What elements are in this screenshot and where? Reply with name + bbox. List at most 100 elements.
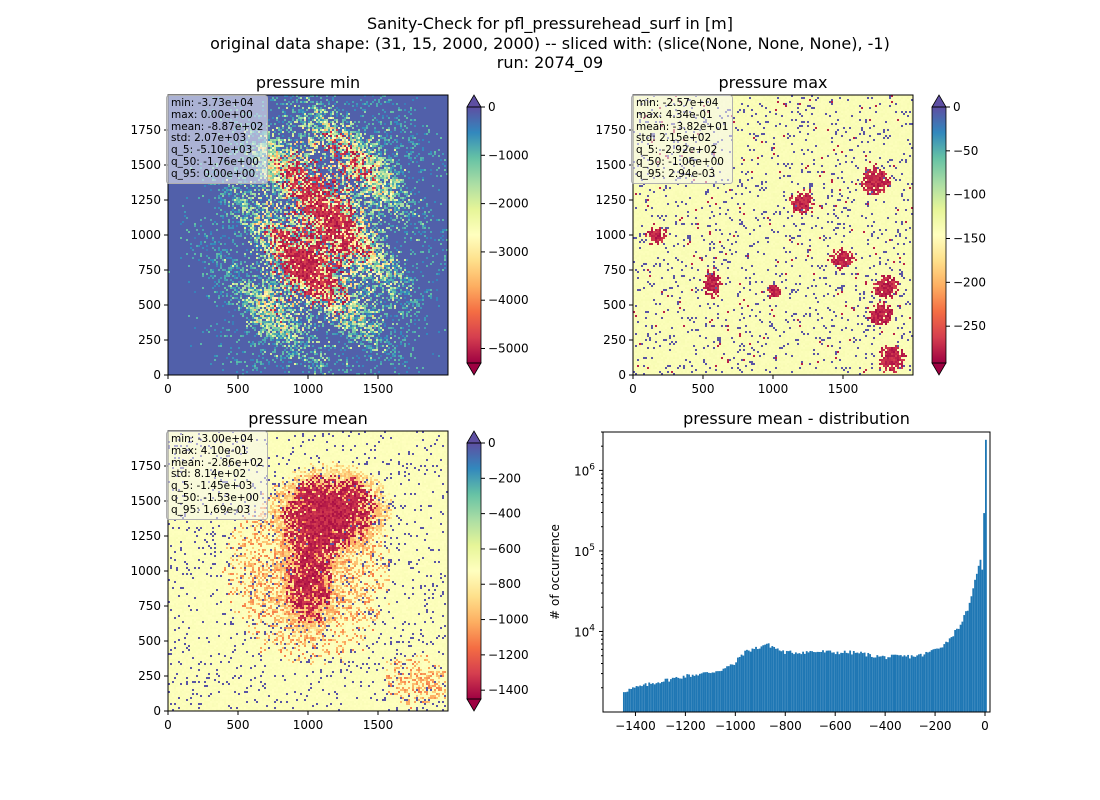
stats-box-pressure-min: min: -3.73e+04 max: 0.00e+00 mean: -8.87… bbox=[166, 95, 269, 184]
histogram-bar bbox=[847, 653, 850, 712]
histogram-bar bbox=[930, 650, 933, 712]
histogram-title: pressure mean - distribution bbox=[683, 409, 910, 428]
histogram-bar bbox=[673, 677, 676, 712]
colorbar-extend-max bbox=[466, 430, 482, 444]
y-tick-label: 1750 bbox=[595, 123, 626, 137]
y-tick-label: 750 bbox=[138, 599, 161, 613]
histogram-bar bbox=[760, 646, 763, 712]
colorbar-tick-label: −1400 bbox=[488, 683, 529, 697]
histogram-bar bbox=[849, 650, 852, 712]
histogram-bar bbox=[979, 559, 982, 712]
histogram-bar bbox=[885, 659, 888, 712]
stat-q50: q_50: -1.53e+00 bbox=[171, 491, 259, 504]
stat-max: max: 4.34e-01 bbox=[636, 108, 713, 121]
x-tick-label: 0 bbox=[164, 382, 172, 396]
histogram-bar bbox=[842, 652, 844, 712]
histogram-bar bbox=[780, 651, 783, 712]
x-tick-label: 1000 bbox=[758, 382, 789, 396]
stat-std: std: 8.14e+02 bbox=[171, 468, 247, 481]
x-tick-label: −800 bbox=[769, 719, 802, 733]
colorbar-tick-label: −1000 bbox=[488, 148, 529, 162]
histogram-bar bbox=[798, 653, 801, 712]
y-tick-label: 105 bbox=[574, 543, 595, 559]
histogram-bar bbox=[843, 650, 846, 712]
stat-q95: q_95: 1.69e-03 bbox=[171, 503, 251, 516]
x-tick-label: −400 bbox=[869, 719, 902, 733]
histogram-bar bbox=[972, 588, 975, 712]
y-tick-label: 1750 bbox=[130, 123, 161, 137]
histogram-bar bbox=[945, 641, 947, 712]
histogram-bar bbox=[794, 652, 797, 712]
histogram-bar bbox=[644, 683, 647, 712]
y-tick-label: 250 bbox=[138, 669, 161, 683]
colorbar-tick-label: −200 bbox=[488, 471, 521, 485]
y-tick-label: 1750 bbox=[130, 459, 161, 473]
histogram-bar bbox=[889, 657, 891, 712]
histogram-bar bbox=[641, 686, 643, 712]
histogram-bar bbox=[758, 648, 761, 712]
histogram-bar bbox=[650, 683, 652, 712]
histogram-bar bbox=[726, 666, 728, 712]
histogram-bar bbox=[811, 651, 814, 712]
stat-q50: q_50: -1.06e+00 bbox=[636, 155, 724, 168]
histogram-bar bbox=[737, 657, 739, 712]
stat-mean: mean: -3.82e+01 bbox=[636, 120, 729, 133]
histogram-bar bbox=[802, 651, 804, 712]
histogram-bar bbox=[735, 662, 738, 712]
histogram-bar bbox=[899, 655, 902, 712]
histogram-bar bbox=[968, 602, 971, 712]
histogram-bar bbox=[943, 644, 946, 712]
histogram-bar bbox=[916, 655, 919, 712]
histogram-bar bbox=[854, 652, 857, 712]
histogram-bar bbox=[974, 579, 976, 712]
histogram-bar bbox=[905, 656, 908, 712]
x-tick-label: 1000 bbox=[293, 382, 324, 396]
histogram-bar bbox=[682, 675, 685, 712]
histogram-bar bbox=[807, 652, 810, 712]
histogram-bar bbox=[642, 684, 645, 712]
plot-frame bbox=[602, 431, 991, 713]
histogram-bar bbox=[718, 671, 721, 712]
colorbar-frame bbox=[466, 442, 482, 700]
histogram-bar bbox=[870, 656, 873, 712]
histogram-bar bbox=[689, 676, 692, 712]
histogram-bar bbox=[939, 647, 942, 712]
x-tick-label: −200 bbox=[919, 719, 952, 733]
x-tick-label: 1500 bbox=[363, 718, 394, 732]
histogram-bar bbox=[706, 672, 709, 712]
histogram-bar bbox=[805, 651, 808, 712]
histogram-bar bbox=[727, 666, 730, 712]
histogram-bar bbox=[896, 654, 899, 712]
histogram-bar bbox=[959, 624, 962, 712]
histogram-bar bbox=[928, 651, 931, 712]
histogram-bar bbox=[753, 648, 756, 712]
histogram-bar bbox=[702, 672, 705, 712]
histogram-bar bbox=[693, 675, 696, 712]
histogram-bar bbox=[664, 678, 667, 712]
y-tick-label: 1500 bbox=[595, 158, 626, 172]
histogram-bar bbox=[883, 656, 886, 712]
x-tick-label: 1000 bbox=[293, 718, 324, 732]
histogram-bar bbox=[637, 686, 640, 712]
x-tick-label: 0 bbox=[629, 382, 637, 396]
histogram-bar bbox=[892, 654, 895, 712]
histogram-bar bbox=[717, 671, 719, 712]
histogram-bar bbox=[651, 683, 654, 712]
histogram-bar bbox=[816, 651, 819, 712]
histogram-panel: pressure mean - distribution −1400 −1200 −1… bbox=[548, 409, 991, 733]
y-tick-label: 0 bbox=[153, 704, 161, 718]
histogram-bar bbox=[961, 621, 964, 712]
x-tick-label: 0 bbox=[981, 719, 989, 733]
histogram-bar bbox=[778, 650, 781, 712]
histogram-bar bbox=[630, 688, 633, 712]
histogram-bar bbox=[822, 650, 824, 712]
stat-q95: q_95: 0.00e+00 bbox=[171, 167, 256, 180]
histogram-bar bbox=[919, 653, 922, 712]
histogram-bar bbox=[697, 675, 700, 712]
colorbar-tick-label: −1000 bbox=[488, 613, 529, 627]
histogram-bar bbox=[840, 652, 843, 712]
histogram-bar bbox=[910, 655, 913, 712]
y-tick-label: 500 bbox=[138, 634, 161, 648]
histogram-bar bbox=[845, 652, 848, 712]
y-tick-label: 1000 bbox=[595, 228, 626, 242]
